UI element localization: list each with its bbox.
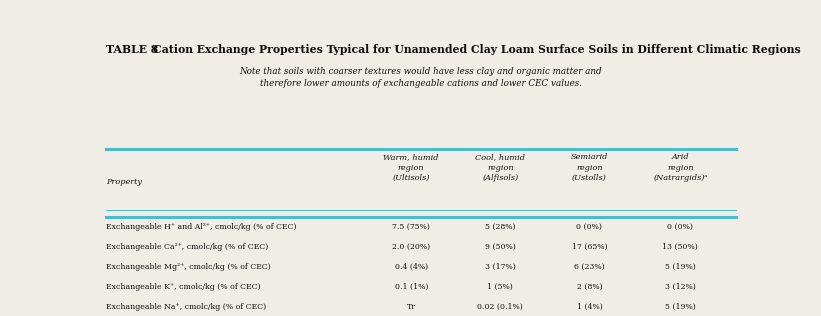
Text: 3 (12%): 3 (12%): [665, 283, 695, 291]
Text: Property: Property: [106, 178, 142, 186]
Text: 1 (4%): 1 (4%): [576, 303, 603, 311]
Text: Exchangeable Na⁺, cmolᴄ/kg (% of CEC): Exchangeable Na⁺, cmolᴄ/kg (% of CEC): [106, 303, 266, 311]
Text: Warm, humid
region
(Ultisols): Warm, humid region (Ultisols): [383, 154, 439, 182]
Text: Exchangeable K⁺, cmolᴄ/kg (% of CEC): Exchangeable K⁺, cmolᴄ/kg (% of CEC): [106, 283, 260, 291]
Text: Note that soils with coarser textures would have less clay and organic matter an: Note that soils with coarser textures wo…: [240, 67, 602, 88]
Text: 2.0 (20%): 2.0 (20%): [392, 243, 430, 251]
Text: Exchangeable H⁺ and Al³⁺, cmolᴄ/kg (% of CEC): Exchangeable H⁺ and Al³⁺, cmolᴄ/kg (% of…: [106, 223, 296, 231]
Text: Tr: Tr: [406, 303, 415, 311]
Text: 2 (8%): 2 (8%): [576, 283, 602, 291]
Text: 5 (19%): 5 (19%): [665, 263, 695, 271]
Text: Cation Exchange Properties Typical for Unamended Clay Loam Surface Soils in Diff: Cation Exchange Properties Typical for U…: [153, 44, 800, 55]
Text: 17 (65%): 17 (65%): [571, 243, 607, 251]
Text: TABLE 8: TABLE 8: [106, 44, 158, 55]
Text: 13 (50%): 13 (50%): [663, 243, 698, 251]
Text: 0 (0%): 0 (0%): [667, 223, 693, 231]
Text: Exchangeable Mg²⁺, cmolᴄ/kg (% of CEC): Exchangeable Mg²⁺, cmolᴄ/kg (% of CEC): [106, 263, 271, 271]
Text: Arid
region
(Natrargids)ᵃ: Arid region (Natrargids)ᵃ: [654, 154, 708, 182]
Text: 6 (23%): 6 (23%): [574, 263, 605, 271]
Text: 3 (17%): 3 (17%): [485, 263, 516, 271]
Text: 5 (28%): 5 (28%): [485, 223, 516, 231]
Text: Semiarid
region
(Ustolls): Semiarid region (Ustolls): [571, 154, 608, 182]
Text: 0.1 (1%): 0.1 (1%): [395, 283, 428, 291]
Text: 1 (5%): 1 (5%): [488, 283, 513, 291]
Text: 0 (0%): 0 (0%): [576, 223, 603, 231]
Text: 5 (19%): 5 (19%): [665, 303, 695, 311]
Text: 0.02 (0.1%): 0.02 (0.1%): [478, 303, 523, 311]
Text: Cool, humid
region
(Alfisols): Cool, humid region (Alfisols): [475, 154, 525, 182]
Text: 7.5 (75%): 7.5 (75%): [392, 223, 430, 231]
Text: 9 (50%): 9 (50%): [485, 243, 516, 251]
Text: Exchangeable Ca²⁺, cmolᴄ/kg (% of CEC): Exchangeable Ca²⁺, cmolᴄ/kg (% of CEC): [106, 243, 268, 251]
Text: 0.4 (4%): 0.4 (4%): [395, 263, 428, 271]
